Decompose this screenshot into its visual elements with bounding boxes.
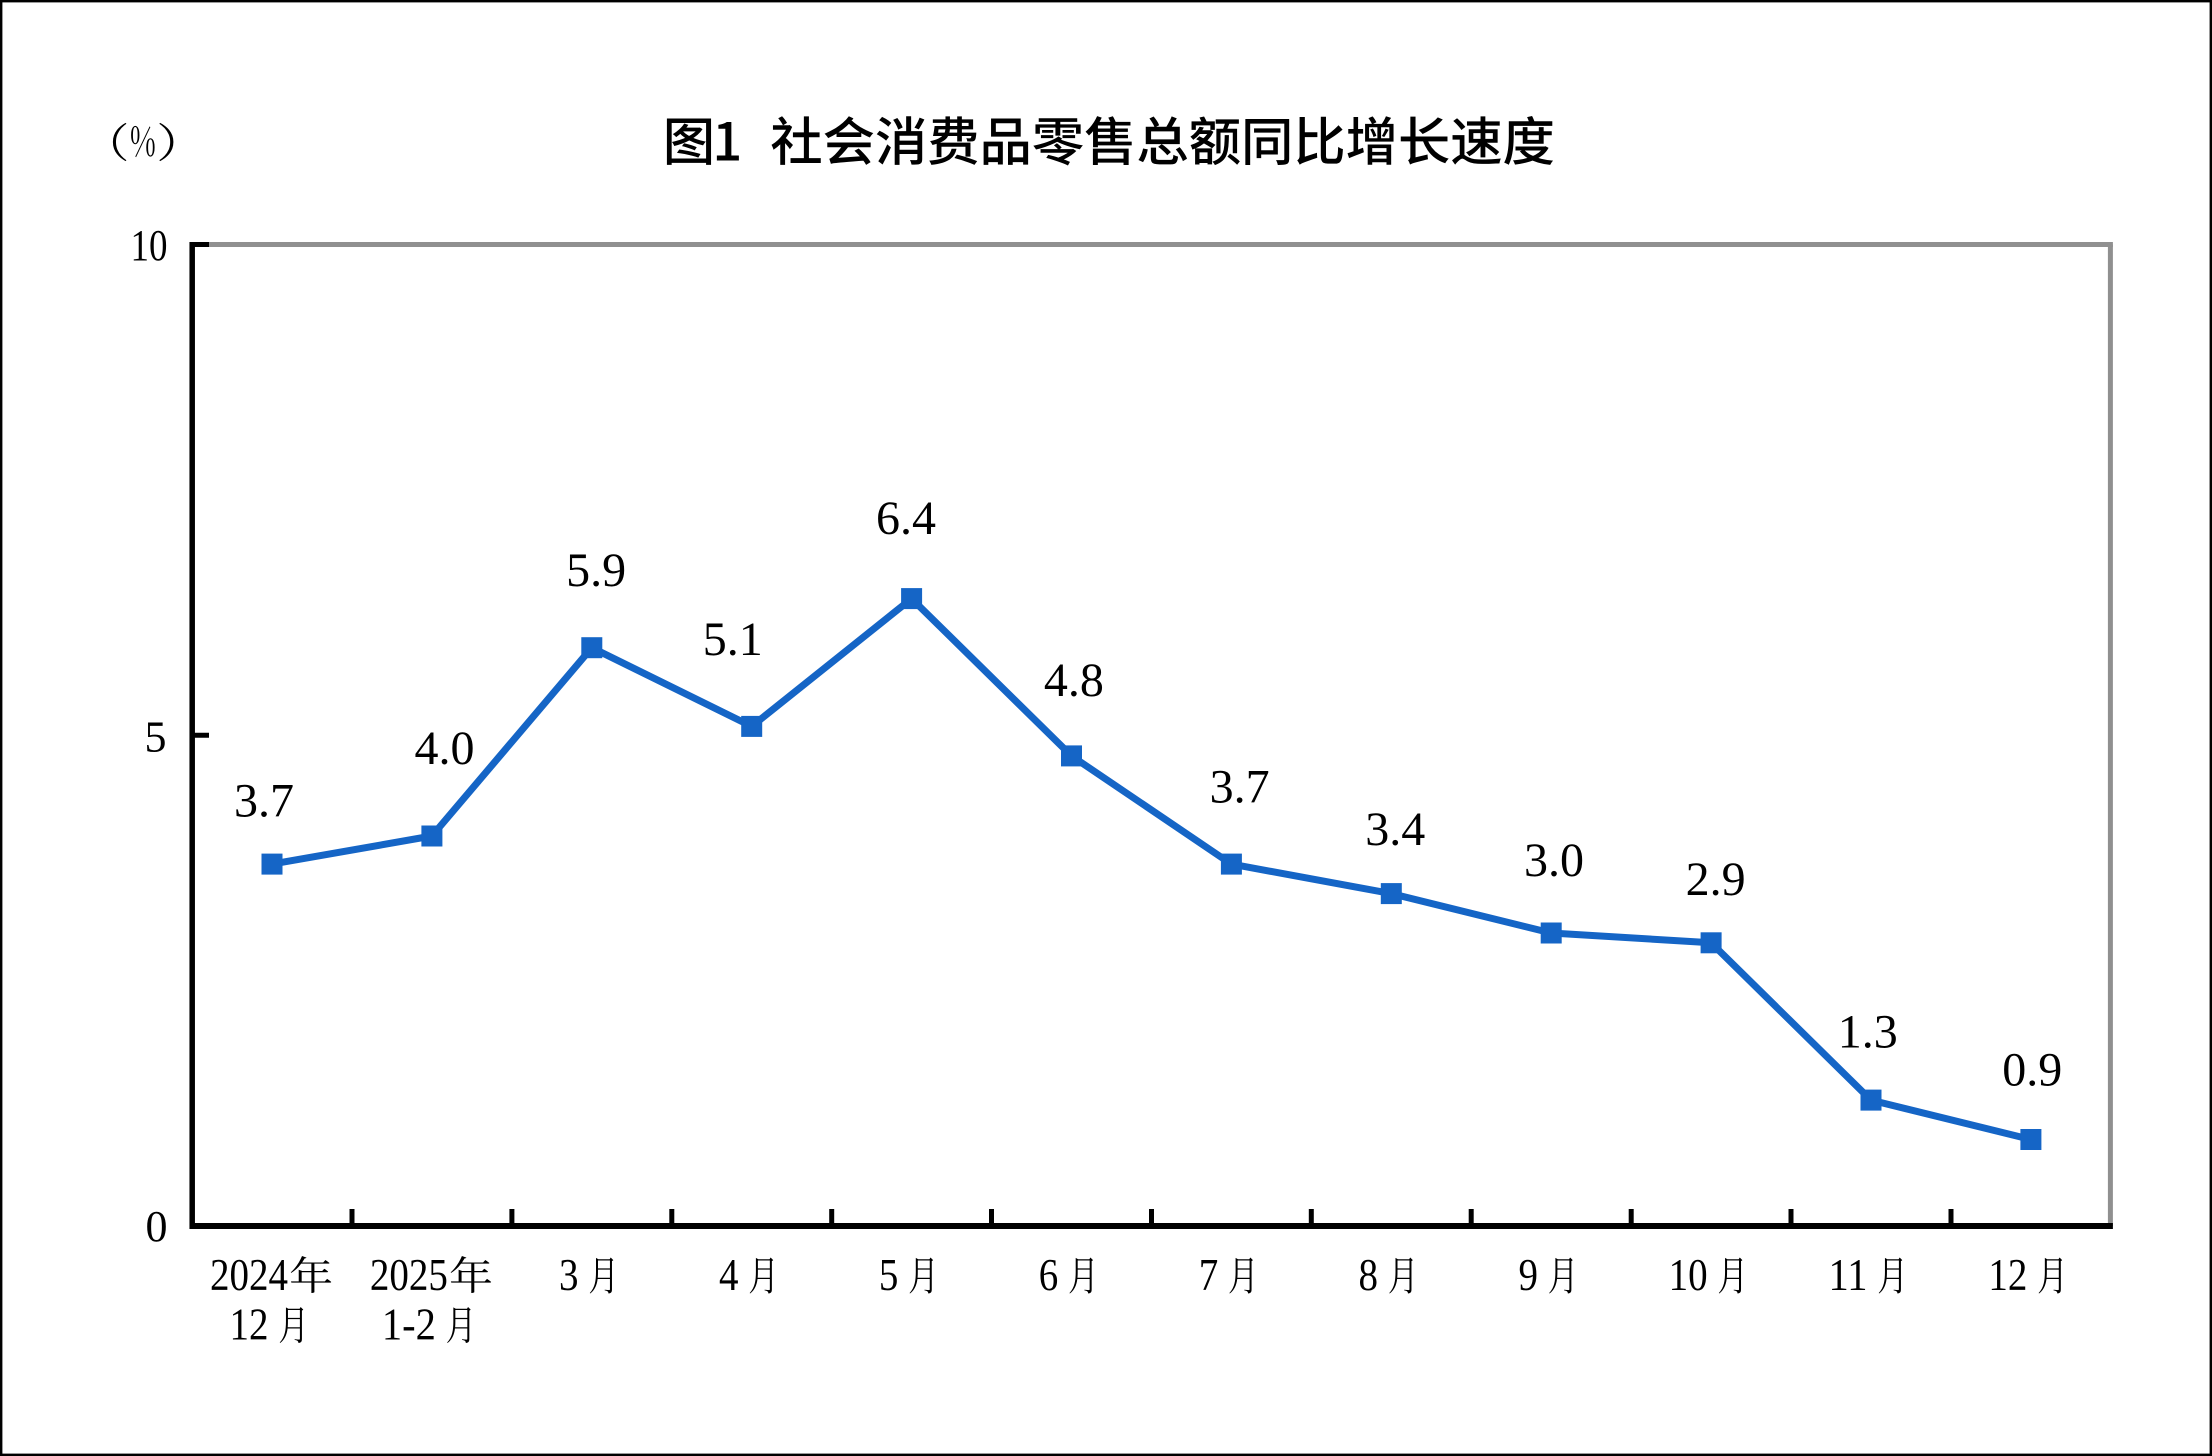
svg-text:1.3: 1.3 xyxy=(1838,1006,1898,1059)
svg-text:3.0: 3.0 xyxy=(1524,834,1584,887)
svg-text:12: 12 xyxy=(1988,1250,2027,1300)
svg-text:2.9: 2.9 xyxy=(1686,853,1746,906)
svg-text:1-2: 1-2 xyxy=(382,1300,436,1350)
svg-text:3.4: 3.4 xyxy=(1365,803,1425,856)
svg-text:7: 7 xyxy=(1199,1250,1219,1300)
svg-text:4.0: 4.0 xyxy=(415,722,475,775)
svg-text:4: 4 xyxy=(719,1250,739,1300)
svg-text:10: 10 xyxy=(1669,1250,1708,1300)
svg-text:5.9: 5.9 xyxy=(566,544,626,597)
svg-text:11: 11 xyxy=(1829,1250,1868,1300)
svg-text:0: 0 xyxy=(146,1202,168,1251)
svg-text:6: 6 xyxy=(1039,1250,1059,1300)
svg-text:3.7: 3.7 xyxy=(234,775,294,828)
svg-text:10: 10 xyxy=(131,221,168,270)
svg-text:3: 3 xyxy=(559,1250,579,1300)
svg-text:0.9: 0.9 xyxy=(2002,1043,2062,1096)
svg-text:5: 5 xyxy=(145,713,167,762)
svg-text:5.1: 5.1 xyxy=(703,613,763,666)
svg-text:5: 5 xyxy=(879,1250,899,1300)
svg-text:2024: 2024 xyxy=(210,1250,288,1300)
svg-text:9: 9 xyxy=(1519,1250,1539,1300)
svg-text:2025: 2025 xyxy=(370,1250,448,1300)
svg-text:4.8: 4.8 xyxy=(1044,654,1104,707)
svg-text:12: 12 xyxy=(230,1300,269,1350)
svg-text:3.7: 3.7 xyxy=(1210,760,1270,813)
svg-text:8: 8 xyxy=(1359,1250,1379,1300)
svg-text:6.4: 6.4 xyxy=(876,492,936,545)
